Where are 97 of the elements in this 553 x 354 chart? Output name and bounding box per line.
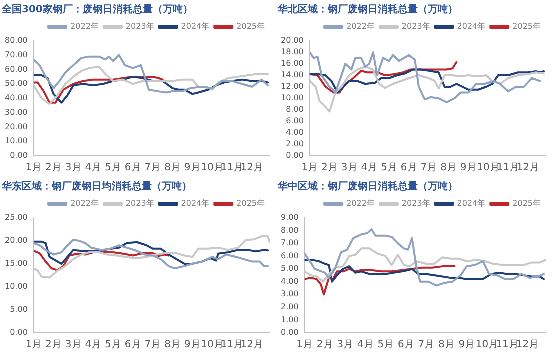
y-tick-label: 14.00 (280, 70, 304, 80)
y-tick-label: 8.00 (281, 226, 299, 235)
y-tick-label: 2.00 (286, 140, 304, 149)
y-tick-label: 1.00 (281, 315, 299, 324)
y-tick-label: 7.00 (281, 238, 299, 248)
x-tick-label: 1月 (302, 162, 318, 174)
x-tick-label: 3月 (341, 162, 358, 174)
x-tick-label: 3月 (65, 340, 82, 351)
x-tick-label: 6月 (124, 340, 142, 351)
x-tick-label: 5月 (105, 340, 122, 351)
x-tick-label: 1月 (26, 162, 42, 174)
legend-label: 2024年 (181, 22, 210, 32)
legend-label: 2024年 (181, 199, 210, 208)
legend-label: 2023年 (402, 199, 430, 208)
y-tick-label: 0.00 (10, 151, 28, 160)
legend-label: 2022年 (70, 22, 99, 32)
y-tick-label: 0.00 (10, 328, 28, 338)
x-tick-label: 9月 (184, 340, 201, 351)
x-tick-label: 8月 (438, 340, 455, 351)
y-tick-label: 2.00 (281, 302, 299, 312)
y-tick-label: 10.00 (280, 94, 304, 103)
y-tick-label: 0.00 (286, 151, 304, 160)
x-tick-label: 8月 (164, 340, 181, 351)
x-tick-label: 4月 (85, 340, 102, 351)
y-tick-label: 50.00 (4, 79, 28, 88)
x-tick-label: 5月 (381, 162, 398, 174)
x-tick-label: 6月 (398, 340, 414, 351)
y-tick-label: 20.00 (280, 36, 304, 46)
y-tick-label: 5.00 (281, 264, 299, 274)
x-tick-label: 7月 (420, 162, 438, 174)
legend-label: 2024年 (457, 22, 486, 32)
y-tick-label: 40.00 (4, 94, 28, 103)
y-tick-label: 9.00 (281, 213, 299, 222)
y-tick-label: 4.00 (281, 276, 299, 286)
x-tick-label: 3月 (65, 162, 82, 174)
x-tick-label: 8月 (440, 162, 457, 174)
legend-label: 2025年 (512, 199, 541, 208)
y-tick-label: 80.00 (4, 36, 28, 46)
x-tick-label: 12月 (240, 340, 264, 351)
x-tick-label: 4月 (357, 340, 374, 351)
x-tick-label: 12月 (516, 162, 540, 174)
chart-title: 华中区域：钢厂废钢日消耗总量（万吨） (277, 180, 458, 193)
y-tick-label: 10.00 (4, 136, 28, 146)
y-tick-label: 20.00 (4, 122, 28, 132)
legend-label: 2022年 (346, 199, 375, 208)
x-tick-label: 8月 (164, 162, 181, 174)
x-tick-label: 1月 (296, 340, 313, 351)
x-tick-label: 2月 (46, 340, 62, 351)
chart-title: 全国300家钢厂：废钢日消耗总量（万吨） (1, 4, 193, 16)
x-tick-label: 5月 (378, 340, 394, 351)
y-tick-label: 8.00 (286, 105, 304, 114)
y-tick-label: 70.00 (4, 50, 28, 60)
x-tick-label: 4月 (361, 162, 378, 174)
y-tick-label: 0.00 (281, 328, 299, 338)
x-tick-label: 6月 (124, 162, 142, 174)
legend-label: 2023年 (402, 22, 430, 32)
legend-label: 2023年 (126, 22, 154, 32)
y-tick-label: 16.00 (280, 59, 304, 68)
x-tick-label: 7月 (418, 340, 435, 351)
y-tick-label: 12.00 (280, 82, 304, 92)
y-tick-label: 30.00 (4, 108, 28, 117)
legend-label: 2022年 (70, 199, 99, 208)
y-tick-label: 25.00 (4, 213, 28, 222)
x-tick-label: 9月 (460, 162, 477, 174)
y-tick-label: 15.00 (4, 259, 28, 268)
x-tick-label: 2月 (46, 162, 62, 174)
y-tick-label: 18.00 (280, 48, 304, 57)
chart-title: 华北区域：钢厂废钢日消耗总量（万吨） (277, 4, 458, 16)
legend-label: 2025年 (512, 22, 541, 32)
x-tick-label: 9月 (184, 162, 201, 174)
x-tick-label: 9月 (458, 340, 476, 351)
legend-label: 2024年 (457, 199, 486, 208)
y-tick-label: 3.00 (281, 290, 299, 299)
y-tick-label: 6.00 (286, 116, 304, 126)
legend-label: 2022年 (346, 22, 375, 32)
x-tick-label: 3月 (337, 340, 354, 351)
x-tick-label: 6月 (400, 162, 418, 174)
y-tick-label: 20.00 (4, 236, 28, 246)
y-tick-label: 4.00 (286, 128, 304, 138)
x-tick-label: 4月 (85, 162, 102, 174)
x-tick-label: 11月 (496, 340, 519, 351)
x-tick-label: 5月 (105, 162, 122, 174)
y-tick-label: 10.00 (4, 282, 28, 292)
chart-title: 华东区域：钢厂废钢日均消耗总量（万吨） (1, 180, 192, 193)
y-tick-label: 6.00 (281, 251, 299, 260)
x-tick-label: 7月 (144, 162, 162, 174)
y-tick-label: 60.00 (4, 64, 28, 74)
x-tick-label: 7月 (144, 340, 162, 351)
x-tick-label: 12月 (516, 340, 540, 351)
legend-label: 2023年 (126, 199, 154, 208)
x-tick-label: 2月 (316, 340, 334, 351)
legend-label: 2025年 (236, 199, 265, 208)
x-tick-label: 12月 (240, 162, 264, 174)
x-tick-label: 2月 (322, 162, 338, 174)
legend-label: 2025年 (236, 22, 265, 32)
x-tick-label: 1月 (26, 340, 42, 351)
y-tick-label: 5.00 (10, 305, 28, 314)
